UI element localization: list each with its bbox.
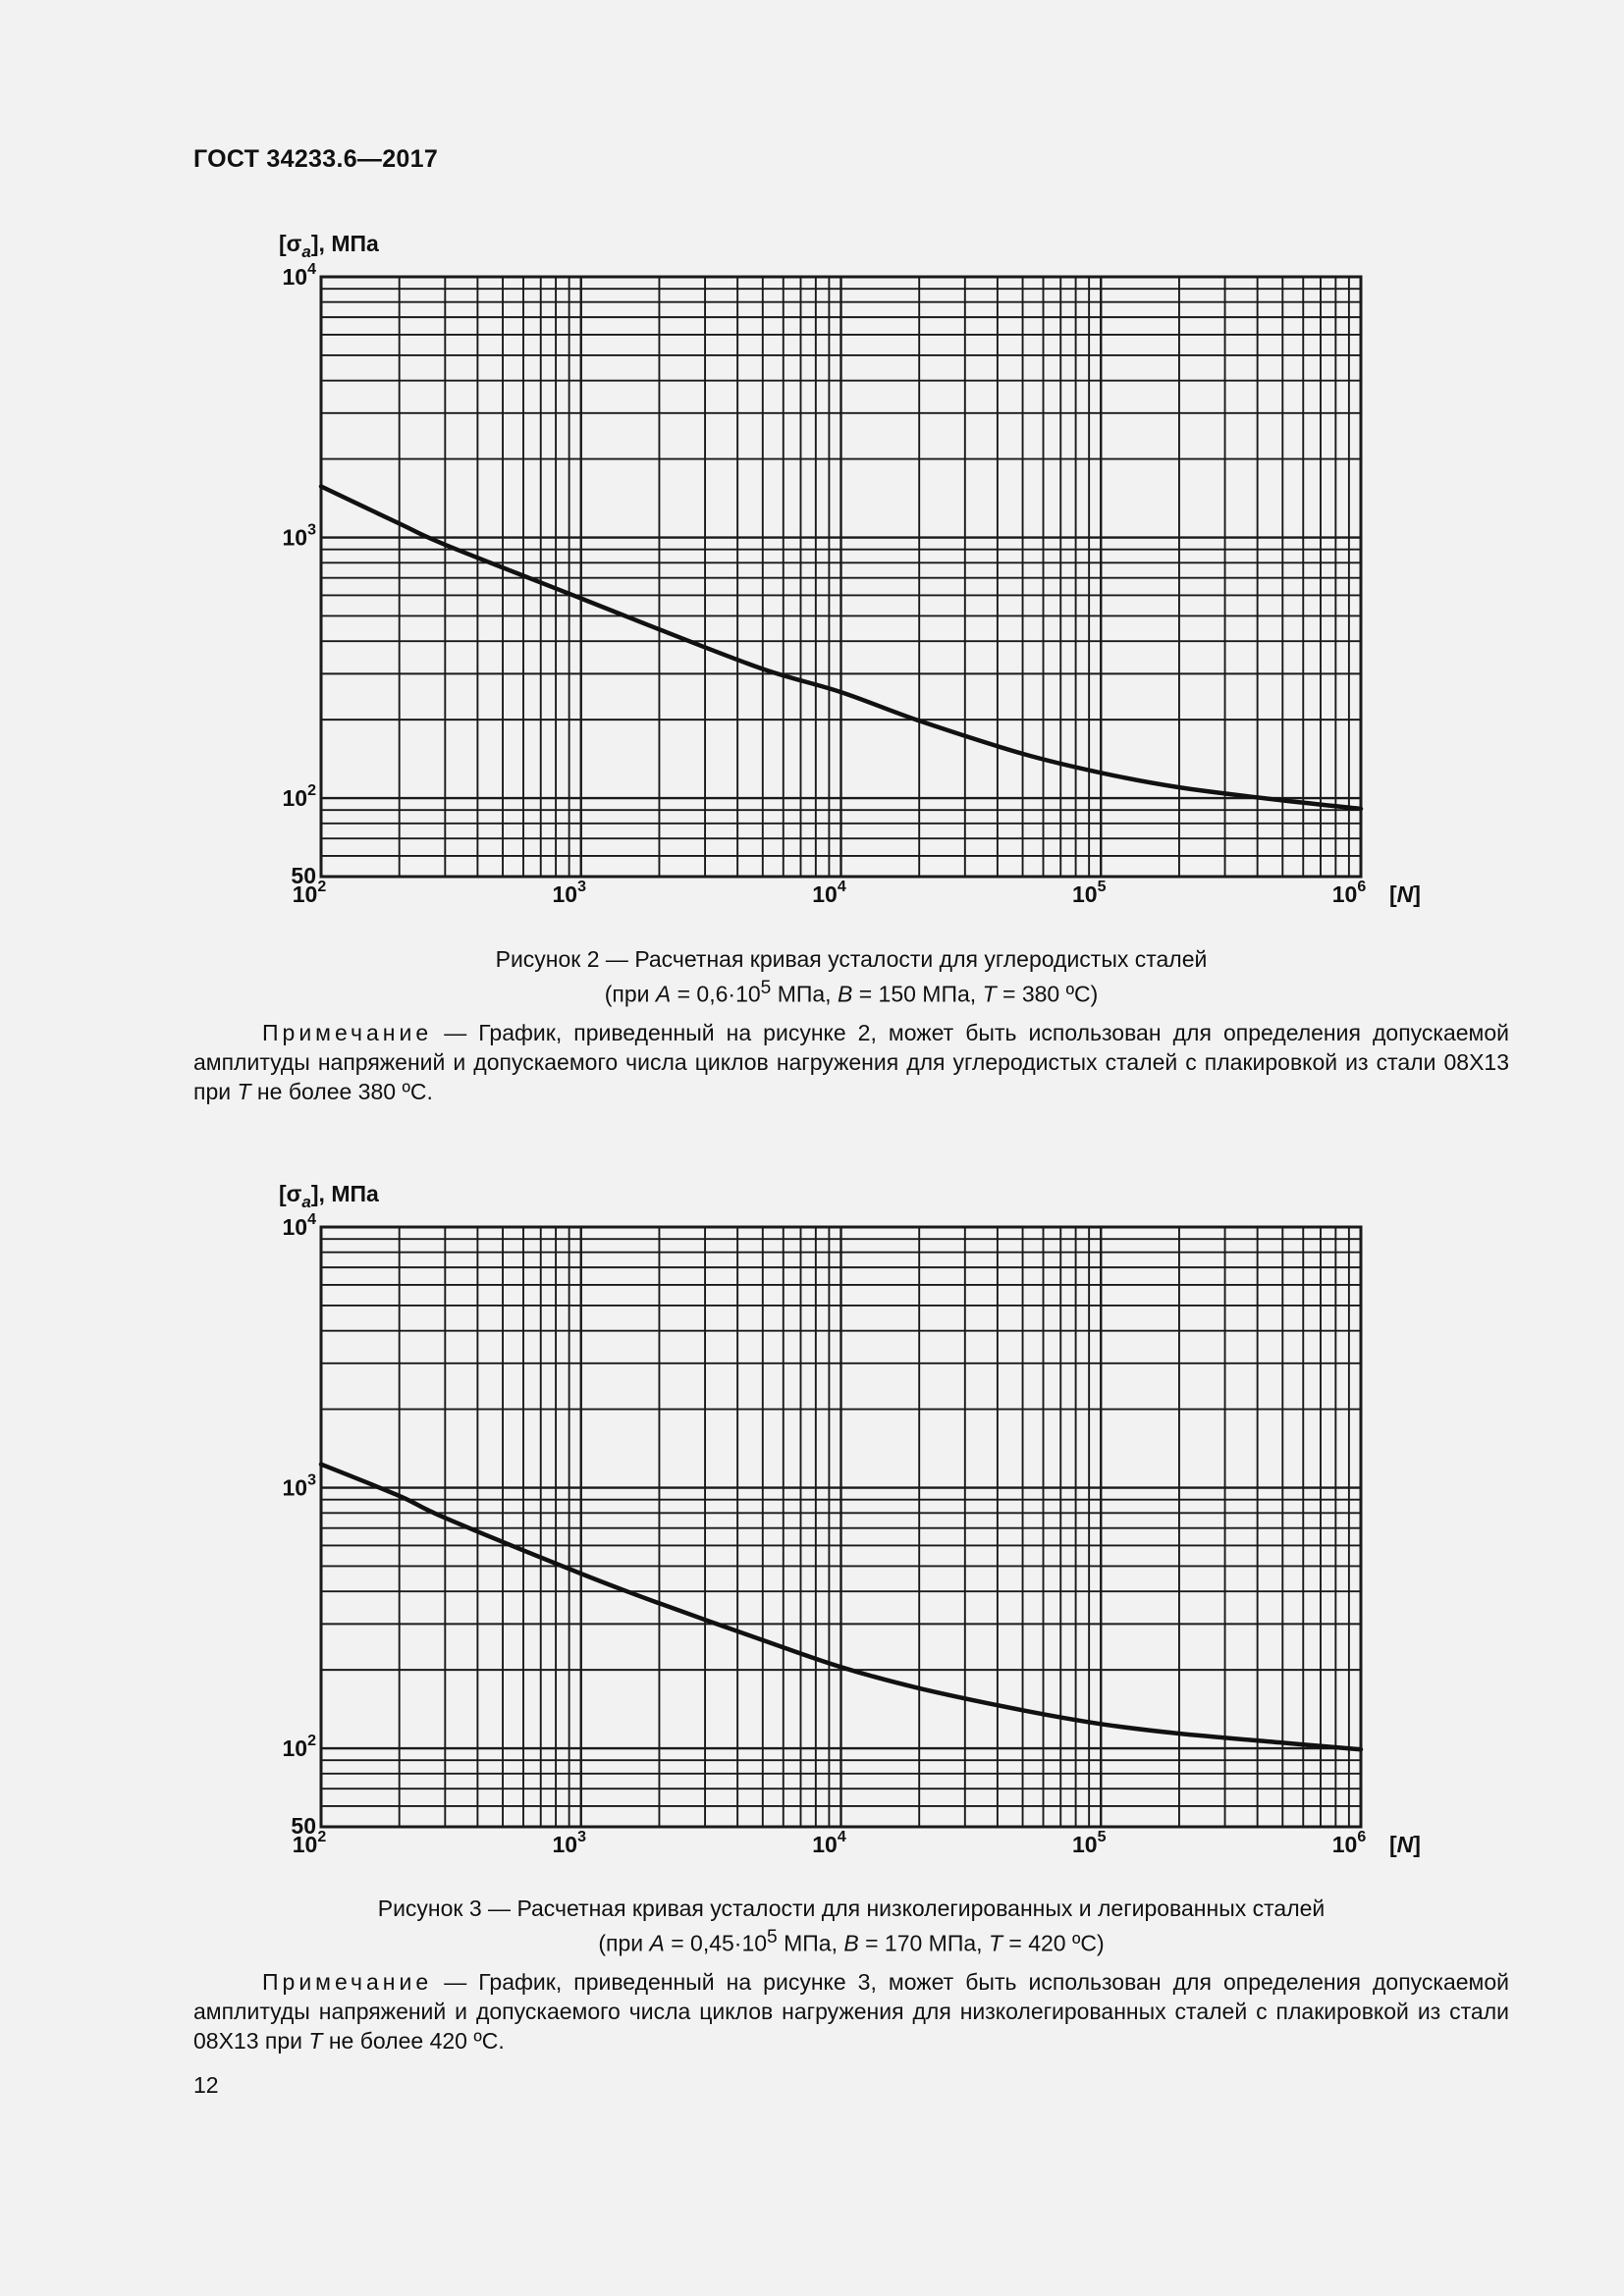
- figure-2-caption: Рисунок 2 — Расчетная кривая усталости д…: [193, 944, 1509, 1009]
- plot-frame: [319, 275, 1363, 879]
- plot-frame: [319, 1225, 1363, 1829]
- document-header: ГОСТ 34233.6—2017: [193, 145, 439, 173]
- x-tick-label: 105: [1072, 1829, 1107, 1857]
- y-tick-label: 50: [291, 1813, 316, 1839]
- figure-2-note: Примечание — График, приведенный на рису…: [193, 1020, 1509, 1104]
- page-number: 12: [193, 2072, 219, 2098]
- figure-2-caption-params: (при A = 0,6·105 МПа, B = 150 МПа, T = 3…: [604, 978, 1099, 1007]
- fatigue-curve: [318, 1462, 1364, 1752]
- x-tick-label: 103: [553, 879, 587, 907]
- x-tick-label: 102: [293, 879, 327, 907]
- fatigue-curve: [318, 484, 1364, 812]
- note-label: Примечание: [262, 1969, 433, 1995]
- y-tick-label: 103: [283, 522, 317, 551]
- y-tick-label: 103: [283, 1472, 317, 1501]
- x-axis-label: [N]: [1389, 881, 1421, 907]
- x-axis-label: [N]: [1389, 1832, 1421, 1857]
- note-label: Примечание: [262, 1020, 433, 1045]
- x-tick-label: 105: [1072, 879, 1107, 907]
- y-tick-label: 104: [283, 1211, 317, 1240]
- y-tick-label: 50: [291, 863, 316, 888]
- y-tick-label: 102: [283, 782, 317, 811]
- y-axis-label: [σa], МПа: [279, 231, 379, 261]
- figure-3-caption-params: (при A = 0,45·105 МПа, B = 170 МПа, T = …: [598, 1927, 1105, 1956]
- figure-3-caption: Рисунок 3 — Расчетная кривая усталости д…: [193, 1894, 1509, 1958]
- y-tick-label: 102: [283, 1733, 317, 1761]
- x-tick-label: 102: [293, 1829, 327, 1857]
- x-tick-label: 106: [1332, 879, 1367, 907]
- x-tick-label: 103: [553, 1829, 587, 1857]
- x-tick-label: 104: [812, 879, 846, 907]
- x-tick-label: 106: [1332, 1829, 1367, 1857]
- figure-2-caption-title: Рисунок 2 — Расчетная кривая усталости д…: [495, 946, 1208, 972]
- figure-3-note: Примечание — График, приведенный на рису…: [193, 1969, 1509, 2054]
- y-tick-label: 104: [283, 261, 317, 290]
- figure-3-caption-title: Рисунок 3 — Расчетная кривая усталости д…: [377, 1896, 1326, 1921]
- x-tick-label: 104: [812, 1829, 846, 1857]
- y-axis-label: [σa], МПа: [279, 1181, 379, 1211]
